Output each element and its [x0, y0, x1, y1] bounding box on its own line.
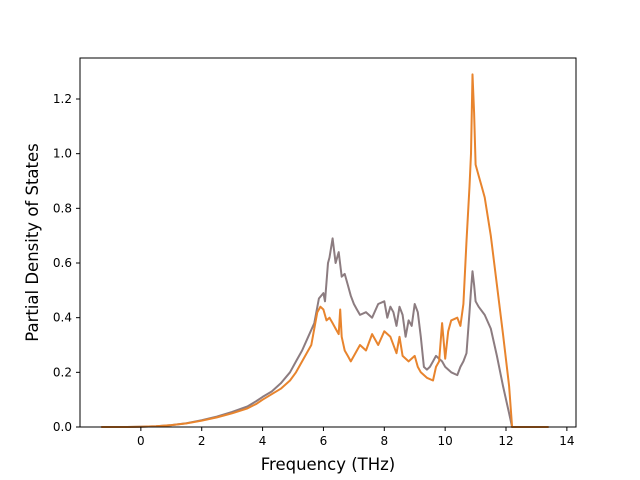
x-tick-label: 8 — [380, 434, 388, 448]
x-axis-ticks: 0 2 4 6 8 10 12 14 — [137, 427, 575, 448]
y-tick-label: 0.0 — [53, 420, 72, 434]
x-tick-label: 2 — [198, 434, 206, 448]
y-axis-ticks: 0.0 0.2 0.4 0.6 0.8 1.0 1.2 — [53, 92, 80, 434]
y-axis-label: Partial Density of States — [23, 143, 42, 342]
y-tick-label: 1.0 — [53, 147, 72, 161]
series-layer — [101, 73, 549, 428]
series-line-2 — [101, 73, 549, 428]
x-tick-label: 14 — [559, 434, 574, 448]
x-tick-label: 4 — [259, 434, 267, 448]
x-tick-label: 0 — [137, 434, 145, 448]
y-tick-label: 0.8 — [53, 201, 72, 215]
y-tick-label: 0.4 — [53, 311, 72, 325]
y-tick-label: 0.2 — [53, 365, 72, 379]
x-tick-label: 10 — [438, 434, 453, 448]
x-tick-label: 12 — [498, 434, 513, 448]
y-tick-label: 0.6 — [53, 256, 72, 270]
y-tick-label: 1.2 — [53, 92, 72, 106]
x-tick-label: 6 — [320, 434, 328, 448]
x-axis-label: Frequency (THz) — [261, 455, 396, 474]
axes-frame — [79, 57, 577, 428]
series-line-1 — [101, 237, 549, 428]
